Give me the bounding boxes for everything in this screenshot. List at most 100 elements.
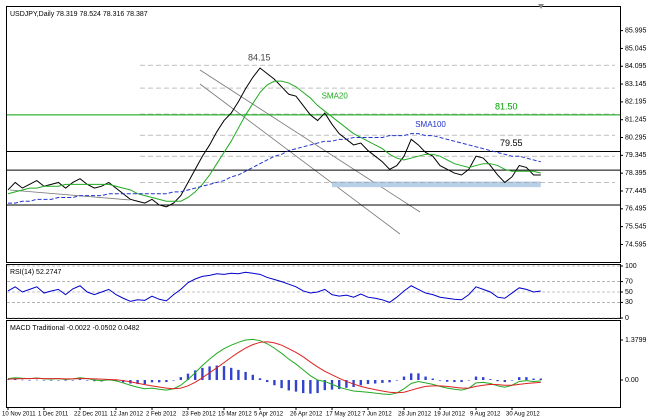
histogram-bar: [438, 380, 442, 381]
price-panel: [6, 6, 621, 263]
x-tick-label: 7 Jun 2012: [362, 412, 392, 418]
y-tick-label: 78.395: [625, 170, 647, 177]
histogram-bar: [251, 374, 254, 381]
histogram-bar: [258, 378, 262, 381]
histogram-bar: [230, 367, 233, 381]
histogram-bar: [489, 379, 492, 381]
x-tick-label: 2 Feb 2012: [146, 412, 177, 418]
macd-panel: [6, 320, 621, 408]
histogram-bar: [35, 379, 38, 381]
histogram-bar: [165, 380, 168, 383]
trend-line: [9, 189, 131, 201]
y-tick-label: 70: [625, 278, 633, 285]
histogram-bar: [410, 373, 413, 381]
y-tick-label: 0.00: [625, 377, 639, 384]
histogram-bar: [366, 380, 370, 385]
y-tick-label: 74.595: [625, 241, 647, 248]
y-tick-label: 82.195: [625, 99, 647, 106]
histogram-bar: [503, 380, 506, 383]
y-tick-label: 0: [625, 315, 629, 322]
series-line: [7, 271, 541, 303]
histogram-bar: [309, 380, 312, 394]
x-tick-label: 10 Nov 2011: [2, 412, 36, 418]
histogram-bar: [143, 380, 146, 385]
x-tick-label: 28 Jun 2012: [398, 412, 432, 418]
histogram-bar: [57, 380, 60, 381]
histogram-bar: [460, 380, 463, 383]
histogram-bar: [215, 365, 218, 381]
histogram-bar: [194, 370, 197, 381]
y-tick-label: 77.445: [625, 188, 647, 195]
histogram-bar: [338, 380, 341, 390]
histogram-bar: [158, 380, 161, 383]
histogram-bar: [201, 367, 204, 381]
histogram-bar: [352, 380, 355, 387]
level-label: 81.50: [495, 101, 518, 111]
histogram-bar: [453, 380, 456, 383]
x-tick-label: 12 Jan 2012: [110, 412, 144, 418]
histogram-bar: [71, 380, 74, 381]
histogram-bar: [237, 369, 240, 381]
histogram-bar: [273, 380, 276, 386]
x-tick-label: 19 Jul 2012: [434, 412, 466, 418]
y-tick-label: 85.995: [625, 27, 647, 34]
histogram-bar: [287, 380, 290, 391]
histogram-bar: [64, 380, 67, 381]
channel-line: [199, 69, 421, 213]
histogram-bar: [474, 376, 478, 381]
y-tick-label: 84.095: [625, 63, 647, 70]
histogram-bar: [316, 380, 319, 394]
histogram-bar: [417, 373, 420, 381]
histogram-bar: [374, 380, 377, 384]
histogram-bar: [525, 377, 528, 381]
histogram-bar: [402, 376, 406, 381]
panel-title: MACD Traditional -0.0022 -0.0502 0.0482: [10, 325, 140, 332]
series-line: [7, 341, 541, 394]
histogram-bar: [50, 380, 53, 381]
series-line: [7, 67, 541, 208]
panel-title: RSI(14) 52.2747: [10, 269, 61, 276]
histogram-bar: [532, 378, 535, 381]
histogram-bar: [424, 376, 427, 381]
panel-title: USDJPY,Daily 78.319 78.524 78.316 78.387: [10, 11, 148, 18]
histogram-bar: [78, 379, 82, 381]
shift-marker: [538, 4, 544, 9]
series-label: SMA20: [322, 92, 349, 101]
y-tick-label: 80.295: [625, 134, 647, 141]
y-tick-label: 50: [625, 289, 633, 296]
series-line: [7, 338, 541, 396]
y-tick-label: 1.3799: [625, 337, 647, 344]
x-tick-label: 26 Apr 2012: [290, 412, 323, 418]
histogram-bar: [150, 380, 154, 383]
y-tick-label: 100: [625, 263, 637, 270]
histogram-bar: [496, 380, 499, 382]
level-label: 79.55: [500, 138, 523, 148]
y-tick-label: 79.345: [625, 152, 647, 159]
histogram-bar: [359, 380, 362, 386]
histogram-bar: [446, 380, 449, 382]
histogram-bar: [539, 378, 542, 381]
histogram-bar: [186, 373, 190, 381]
zone: [332, 181, 541, 188]
y-tick-label: 75.545: [625, 223, 647, 230]
histogram-bar: [510, 380, 514, 381]
x-tick-label: 9 Aug 2012: [470, 412, 501, 418]
histogram-bar: [93, 380, 96, 382]
histogram-bar: [518, 377, 521, 381]
histogram-bar: [14, 378, 17, 381]
histogram-bar: [345, 380, 348, 388]
series-line: [8, 133, 541, 204]
y-tick-label: 30: [625, 299, 633, 306]
histogram-bar: [122, 380, 125, 383]
series-line: [7, 80, 541, 202]
histogram-bar: [179, 377, 182, 381]
histogram-bar: [222, 366, 226, 381]
histogram-bar: [107, 380, 110, 381]
y-tick-label: 85.045: [625, 45, 647, 52]
histogram-bar: [388, 380, 391, 383]
histogram-bar: [42, 380, 46, 381]
histogram-bar: [294, 380, 298, 392]
histogram-bar: [431, 378, 434, 381]
